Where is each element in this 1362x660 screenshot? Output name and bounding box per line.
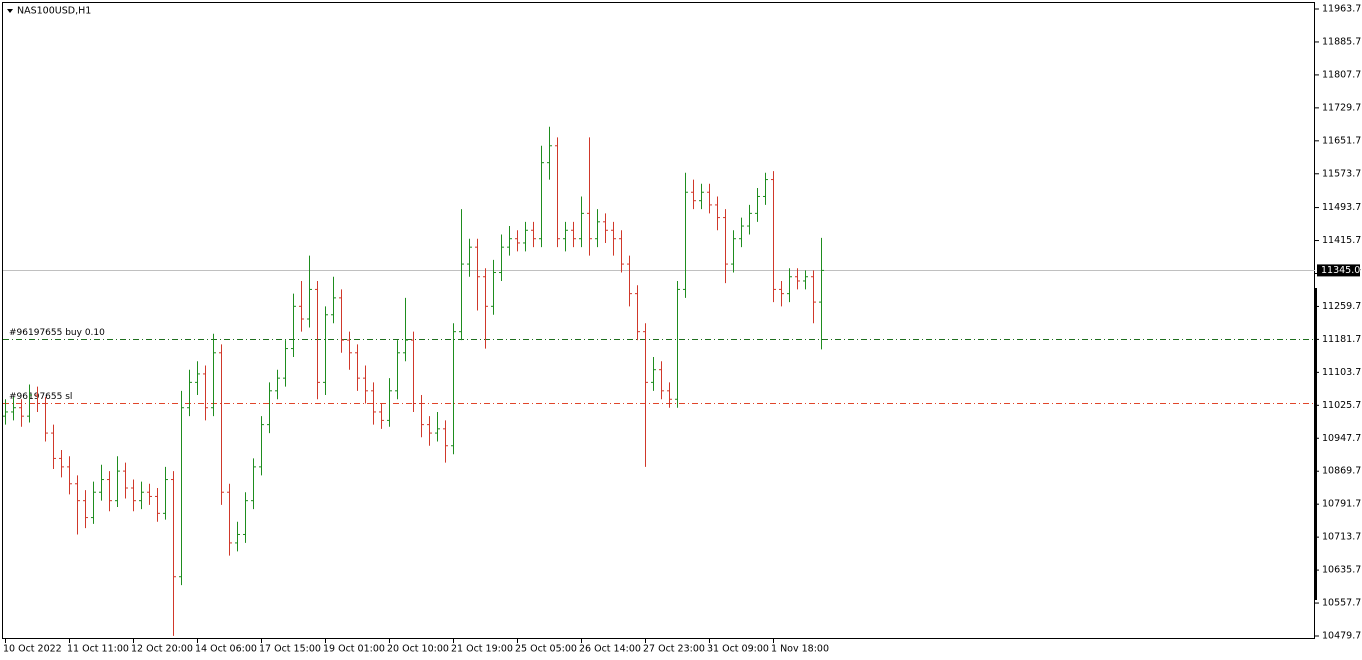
x-tick-label: 17 Oct 15:00 xyxy=(259,644,321,655)
y-tick-label: 10557.7 xyxy=(1322,598,1361,609)
x-tick-label: 21 Oct 19:00 xyxy=(451,644,513,655)
y-tick-label: 11415.7 xyxy=(1322,235,1361,246)
order-label: #96197655 buy 0.10 xyxy=(9,328,105,338)
current-price-box xyxy=(1317,264,1360,277)
x-tick-label: 14 Oct 06:00 xyxy=(195,644,257,655)
x-tick-label: 12 Oct 20:00 xyxy=(131,644,193,655)
y-tick-label: 11573.7 xyxy=(1322,168,1361,179)
x-tick-label: 31 Oct 09:00 xyxy=(707,644,769,655)
y-tick-label: 10479.7 xyxy=(1322,631,1361,642)
chart-title: NAS100USD,H1 xyxy=(17,6,91,17)
x-tick-label: 26 Oct 14:00 xyxy=(579,644,641,655)
y-tick-label: 11103.7 xyxy=(1322,367,1361,378)
y-tick-label: 11181.7 xyxy=(1322,334,1361,345)
x-tick-label: 25 Oct 05:00 xyxy=(515,644,577,655)
y-tick-label: 11025.7 xyxy=(1322,400,1361,411)
y-tick-label: 11963.7 xyxy=(1322,3,1361,14)
x-tick-label: 11 Oct 11:00 xyxy=(67,644,129,655)
y-tick-label: 11651.7 xyxy=(1322,135,1361,146)
y-tick-label: 10791.7 xyxy=(1322,499,1361,510)
current-price-label: 11345.0 xyxy=(1321,265,1360,276)
menu-arrow xyxy=(7,9,13,13)
plot-frame xyxy=(2,2,1315,639)
scale-marker xyxy=(1315,288,1317,600)
x-tick-label: 20 Oct 10:00 xyxy=(387,644,449,655)
x-tick-label: 1 Nov 18:00 xyxy=(771,644,829,655)
x-tick-label: 10 Oct 2022 xyxy=(3,644,62,655)
y-tick-label: 10635.7 xyxy=(1322,565,1361,576)
x-tick-label: 19 Oct 01:00 xyxy=(323,644,385,655)
y-tick-label: 11493.7 xyxy=(1322,202,1361,213)
y-tick-label: 11885.7 xyxy=(1322,36,1361,47)
order-label: #96197655 sl xyxy=(9,392,72,402)
y-tick-label: 10713.7 xyxy=(1322,532,1361,543)
x-tick-label: 27 Oct 23:00 xyxy=(643,644,705,655)
y-tick-label: 10947.7 xyxy=(1322,433,1361,444)
y-tick-label: 10869.7 xyxy=(1322,466,1361,477)
y-tick-label: 11807.7 xyxy=(1322,69,1361,80)
y-tick-label: 11259.7 xyxy=(1322,301,1361,312)
y-tick-label: 11729.7 xyxy=(1322,102,1361,113)
